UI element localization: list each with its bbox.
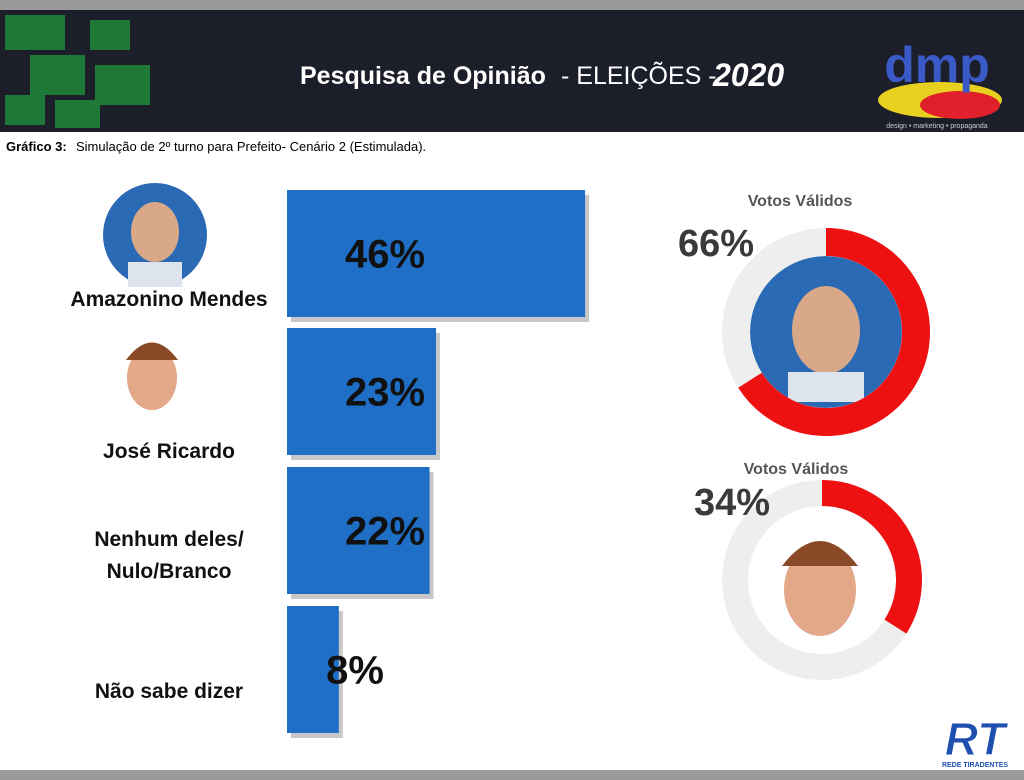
footer-logo-sub: REDE TIRADENTES	[942, 762, 1008, 769]
bar	[287, 190, 586, 317]
photo	[103, 183, 902, 652]
header-bg	[0, 10, 1024, 132]
caption-text: Simulação de 2º turno para Prefeito- Cen…	[76, 139, 426, 154]
category-label: Nenhum deles/ Nulo/Branco	[94, 528, 244, 583]
header-year: 2020	[712, 57, 784, 93]
donut-title: Votos Válidos	[748, 193, 853, 210]
logo: dmp	[884, 37, 990, 93]
data-label: 22%	[345, 510, 425, 554]
data-label: 23%	[345, 371, 425, 415]
data-label: 8%	[326, 649, 384, 693]
logo-tagline: design • marketing • propaganda	[886, 123, 988, 130]
bar	[287, 467, 430, 594]
donut-arc	[821, 480, 922, 634]
caption-label: Gráfico 3:	[6, 139, 67, 154]
header-title: Pesquisa de Opinião	[300, 62, 546, 90]
donut-arc	[738, 228, 930, 436]
category-label: Não sabe dizer	[94, 680, 244, 703]
header-title-middle: - ELEIÇÕES -	[561, 61, 717, 90]
top-strip	[0, 0, 1024, 10]
data-label: 34%	[694, 482, 770, 524]
category-label: José Ricardo	[103, 440, 235, 463]
data-label: 66%	[678, 223, 754, 265]
donut-title: Votos Válidos	[744, 461, 849, 478]
bar	[287, 606, 339, 733]
category-label: Amazonino Mendes	[70, 288, 268, 311]
header-decoration	[5, 15, 150, 128]
bar	[287, 328, 437, 455]
data-label: 46%	[345, 233, 425, 277]
bottom-strip	[0, 770, 1024, 780]
logo-shape	[920, 91, 1000, 119]
footer-logo: RT	[945, 713, 1009, 765]
